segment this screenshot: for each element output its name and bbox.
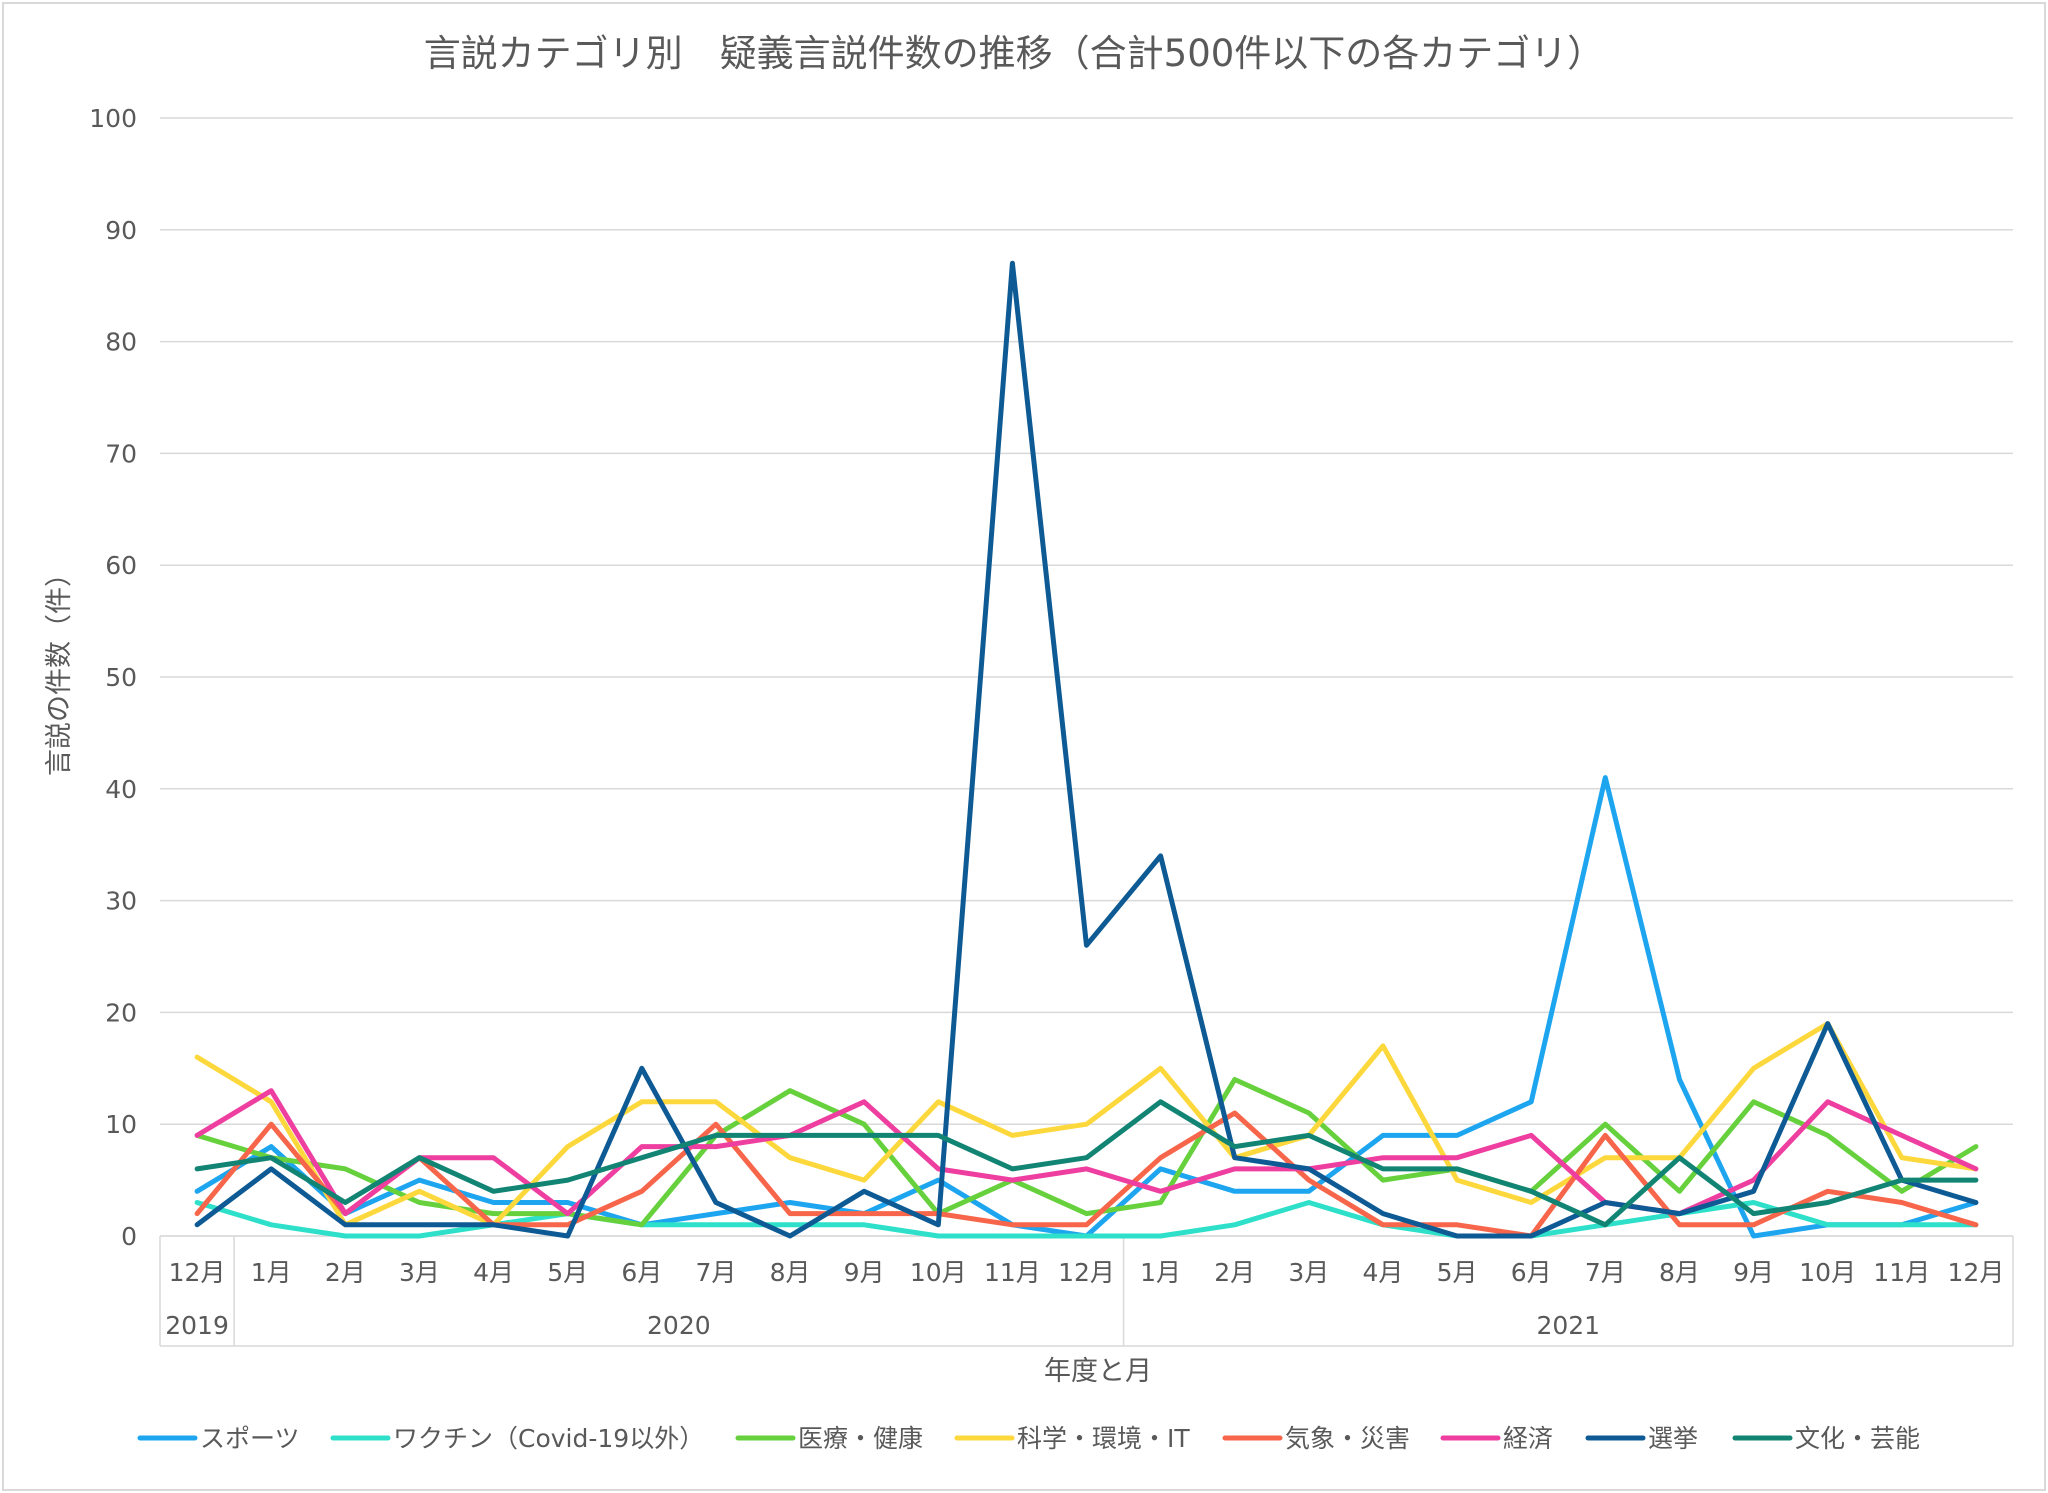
year-label: 2021 [1536, 1311, 1600, 1340]
year-label: 2019 [165, 1311, 229, 1340]
y-tick-label: 0 [121, 1222, 137, 1251]
legend-label: 文化・芸能 [1795, 1424, 1920, 1453]
x-axis: 12月 1月 2月 3月 4月 5月 6月 7月 8月 9月 10月 11月 12月 1月 2月 3月 4月 5月… [159, 1235, 2014, 1347]
x-tick-label: 6月 [1511, 1258, 1552, 1287]
x-tick-label: 11月 [984, 1258, 1041, 1287]
legend-label: スポーツ [200, 1424, 300, 1453]
x-tick-label: 4月 [1363, 1258, 1404, 1287]
x-tick-label: 12月 [1058, 1258, 1115, 1287]
gridlines [160, 117, 2013, 1237]
x-tick-label: 10月 [1799, 1258, 1856, 1287]
x-tick-label: 1月 [1140, 1258, 1181, 1287]
y-tick-label: 90 [105, 216, 137, 245]
y-tick-label: 40 [105, 775, 137, 804]
y-tick-label: 30 [105, 887, 137, 916]
year-label: 2020 [647, 1311, 711, 1340]
legend-label: ワクチン（Covid-19以外） [393, 1424, 704, 1453]
legend: スポーツ ワクチン（Covid-19以外） 医療・健康 科学・環境・IT 気象・災害 経済… [137, 1424, 1920, 1453]
x-tick-label: 1月 [251, 1258, 292, 1287]
y-tick-label: 70 [105, 439, 137, 468]
x-tick-label: 4月 [473, 1258, 514, 1287]
x-tick-label: 7月 [1585, 1258, 1626, 1287]
x-tick-label: 10月 [910, 1258, 967, 1287]
x-tick-label: 12月 [1948, 1258, 2005, 1287]
y-tick-label: 10 [105, 1110, 137, 1139]
legend-label: 科学・環境・IT [1017, 1424, 1190, 1453]
legend-label: 経済 [1503, 1424, 1553, 1453]
x-tick-label: 9月 [844, 1258, 885, 1287]
x-tick-label: 7月 [695, 1258, 736, 1287]
y-axis-title: 言説の件数（件） [44, 560, 75, 776]
y-tick-label: 50 [105, 663, 137, 692]
x-tick-label: 12月 [169, 1258, 226, 1287]
x-tick-label: 3月 [1288, 1258, 1329, 1287]
series-line-8 [194, 1099, 1979, 1228]
x-tick-label: 6月 [621, 1258, 662, 1287]
series-line-7 [194, 260, 1979, 1239]
y-tick-label: 20 [105, 998, 137, 1027]
y-tick-label: 80 [105, 328, 137, 357]
x-tick-label: 8月 [770, 1258, 811, 1287]
series-line-5 [194, 1110, 1979, 1239]
series-lines [194, 260, 1979, 1239]
legend-label: 気象・災害 [1285, 1424, 1410, 1453]
x-tick-label: 9月 [1733, 1258, 1774, 1287]
x-tick-label: 5月 [1437, 1258, 1478, 1287]
x-tick-label: 11月 [1873, 1258, 1930, 1287]
legend-label: 医療・健康 [798, 1424, 923, 1453]
y-tick-label: 100 [89, 104, 137, 133]
x-tick-label: 3月 [399, 1258, 440, 1287]
x-tick-label: 2月 [325, 1258, 366, 1287]
y-tick-label: 60 [105, 551, 137, 580]
x-axis-title: 年度と月 [1044, 1356, 1152, 1387]
series-line-3 [194, 1077, 1979, 1228]
x-tick-label: 8月 [1659, 1258, 1700, 1287]
x-tick-label: 5月 [547, 1258, 588, 1287]
x-tick-label: 2月 [1214, 1258, 1255, 1287]
chart-title: 言説カテゴリ別 疑義言説件数の推移（合計500件以下の各カテゴリ） [424, 32, 1605, 75]
y-axis-ticks: 0 10 20 30 40 50 60 70 80 90 100 [89, 104, 137, 1251]
legend-label: 選挙 [1648, 1424, 1698, 1453]
